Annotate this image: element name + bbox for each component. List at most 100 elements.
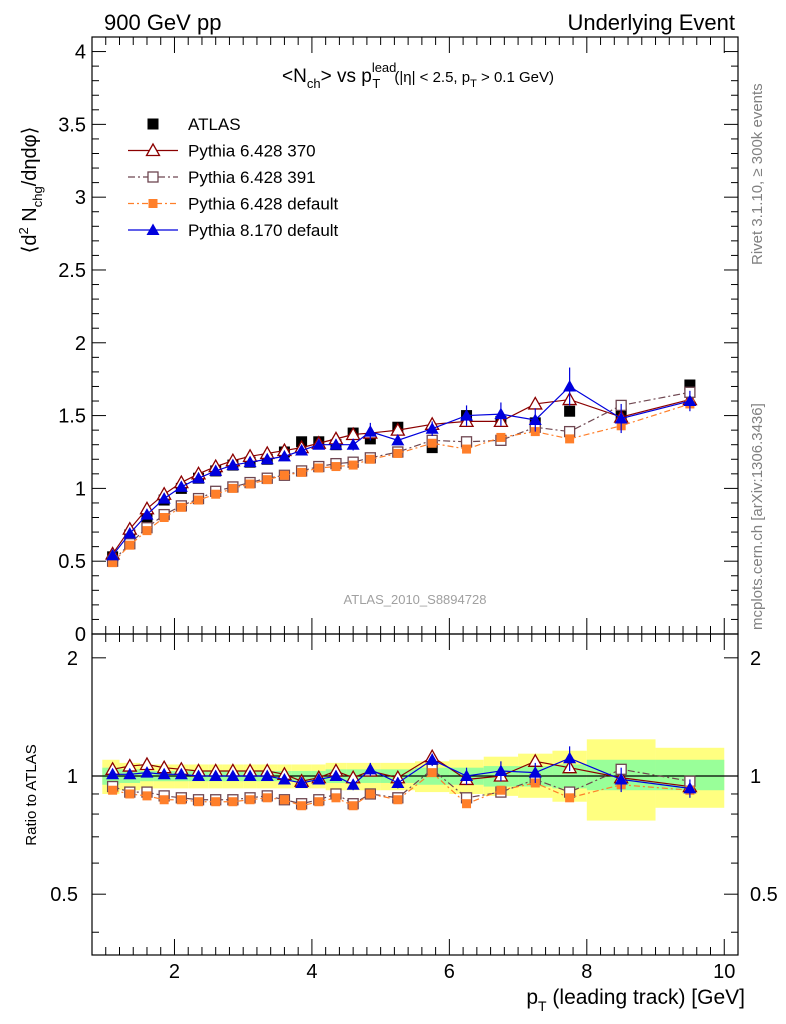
- x-axis-label: pT (leading track) [GeV]: [526, 986, 745, 1014]
- main-y-tick-label: 1.5: [58, 406, 86, 428]
- main-point-atlas: [564, 405, 576, 417]
- ratio-point-pythia-6-428-default: [125, 789, 135, 799]
- main-point-pythia-8-170-default: [425, 422, 439, 434]
- main-point-pythia-8-170-default: [363, 425, 377, 437]
- ratio-point-pythia-8-170-default: [329, 769, 343, 782]
- ratio-point-pythia-8-170-default: [425, 753, 439, 765]
- legend-entry-pythia-6-428-391: Pythia 6.428 391: [188, 168, 316, 187]
- ratio-point-pythia-6-428-default: [108, 785, 118, 795]
- main-point-pythia-6-428-default: [228, 483, 238, 493]
- ratio-point-pythia-8-170-default: [226, 769, 240, 782]
- main-point-pythia-8-170-default: [614, 411, 628, 424]
- x-tick-label: 8: [581, 961, 592, 983]
- legend-entry-pythia-6-428-default: Pythia 6.428 default: [188, 195, 339, 214]
- ratio-y-tick-label-right: 2: [750, 648, 761, 670]
- main-point-pythia-8-170-default: [312, 438, 326, 450]
- main-y-tick-label: 2: [75, 333, 86, 355]
- x-tick-label: 6: [444, 961, 455, 983]
- ratio-point-pythia-8-170-default: [140, 766, 154, 778]
- ratio-point-pythia-6-428-default: [176, 795, 186, 805]
- analysis-tag: ATLAS_2010_S8894728: [344, 592, 487, 607]
- main-panel: <Nch> vs plead T (|η| < 2.5, pT > 0.1 GeV)…: [16, 36, 739, 646]
- main-point-pythia-6-428-default: [348, 460, 358, 470]
- ratio-point-pythia-6-428-default: [462, 799, 472, 809]
- ratio-point-pythia-6-428-default: [262, 793, 272, 803]
- main-point-pythia-6-428-default: [108, 558, 118, 568]
- ratio-point-pythia-8-170-default: [295, 776, 309, 788]
- ratio-data-layer: [105, 746, 698, 811]
- ratio-point-pythia-6-428-default: [142, 791, 152, 801]
- ratio-point-pythia-8-170-default: [312, 772, 326, 785]
- legend-marker-pythia-6-428-391: [147, 171, 159, 183]
- main-point-pythia-6-428-default: [297, 467, 307, 477]
- main-point-pythia-8-170-default: [460, 409, 474, 421]
- main-point-pythia-8-170-default: [243, 455, 257, 468]
- main-point-pythia-8-170-default: [192, 471, 206, 484]
- main-y-axis-label: ⟨d2 Nchg/dηdφ⟩: [16, 127, 45, 254]
- ratio-point-pythia-8-170-default: [494, 764, 508, 776]
- ratio-point-pythia-8-170-default: [123, 767, 137, 780]
- ratio-point-pythia-8-170-default: [363, 762, 377, 775]
- ratio-point-pythia-8-170-default: [106, 767, 120, 780]
- main-y-tick-label: 2.5: [58, 260, 86, 282]
- x-tick-label: 10: [713, 961, 735, 983]
- legend-marker-pythia-6-428-default: [148, 199, 158, 208]
- main-point-pythia-6-428-default: [211, 489, 221, 499]
- main-y-tick-label: 4: [75, 42, 86, 64]
- main-y-tick-label: 0.5: [58, 551, 86, 573]
- ratio-y-tick-label-right: 1: [750, 766, 761, 788]
- main-point-pythia-6-428-default: [462, 444, 472, 454]
- main-point-pythia-8-170-default: [260, 452, 274, 465]
- main-point-pythia-8-170-default: [226, 458, 240, 471]
- legend-marker-pythia-8-170-default: [146, 223, 160, 235]
- main-y-tick-label: 3: [75, 187, 86, 209]
- main-point-pythia-8-170-default: [391, 433, 405, 446]
- header-left: 900 GeV pp: [104, 10, 221, 35]
- legend-entry-atlas: ATLAS: [188, 115, 241, 134]
- ratio-point-pythia-8-170-default: [614, 772, 628, 785]
- ratio-point-pythia-6-428-default: [228, 797, 238, 807]
- legend: ATLAS Pythia 6.428 370 Pythia 6.428 391 Pyt…: [128, 115, 339, 240]
- ratio-point-pythia-6-428-default: [393, 795, 403, 805]
- main-point-pythia-8-170-default: [174, 480, 188, 492]
- ratio-y-tick-label-left: 0.5: [50, 884, 78, 906]
- ratio-point-pythia-8-170-default: [209, 769, 223, 782]
- main-point-pythia-8-170-default: [528, 413, 542, 425]
- ratio-point-pythia-8-170-default: [683, 781, 697, 794]
- main-point-pythia-8-170-default: [277, 449, 291, 462]
- ratio-point-pythia-6-428-default: [211, 797, 221, 807]
- main-point-pythia-8-170-default: [140, 508, 154, 520]
- ratio-point-pythia-6-428-default: [348, 801, 358, 811]
- main-point-pythia-6-428-default: [194, 495, 204, 505]
- main-axis-ticks: 0 0.5 1 1.5 2 2.5 3 3.5 4: [58, 37, 738, 646]
- ratio-point-pythia-8-170-default: [174, 767, 188, 780]
- legend-entry-pythia-6-428-370: Pythia 6.428 370: [188, 142, 316, 161]
- main-point-pythia-6-428-default: [142, 526, 152, 536]
- ratio-point-pythia-6-428-default: [297, 801, 307, 811]
- ratio-point-pythia-8-170-default: [563, 751, 577, 764]
- main-point-pythia-6-428-default: [365, 454, 375, 464]
- main-point-pythia-8-170-default: [106, 548, 120, 561]
- main-point-pythia-8-170-default: [209, 464, 223, 476]
- legend-marker-atlas: [147, 118, 159, 130]
- mcplots-label: mcplots.cern.ch [arXiv:1306.3436]: [749, 403, 766, 630]
- legend-entry-pythia-8-170-default: Pythia 8.170 default: [188, 221, 339, 240]
- main-point-pythia-8-170-default: [329, 438, 343, 450]
- ratio-point-pythia-6-428-default: [194, 797, 204, 807]
- main-point-pythia-6-428-default: [314, 463, 324, 473]
- ratio-frame: [91, 633, 739, 956]
- ratio-point-pythia-8-170-default: [528, 766, 542, 778]
- ratio-point-pythia-6-428-default: [365, 789, 375, 799]
- main-point-pythia-6-428-default: [565, 434, 575, 444]
- ratio-point-pythia-6-428-default: [159, 795, 169, 805]
- main-point-atlas: [684, 379, 696, 391]
- ratio-point-pythia-8-170-default: [346, 778, 360, 790]
- ratio-point-pythia-6-428-default: [331, 793, 341, 803]
- main-point-pythia-8-170-default: [494, 407, 508, 420]
- ratio-point-pythia-6-428-default: [565, 793, 575, 803]
- main-point-pythia-8-170-default: [563, 379, 577, 392]
- ratio-point-pythia-8-170-default: [157, 767, 171, 780]
- main-point-pythia-8-170-default: [123, 527, 137, 539]
- ratio-point-pythia-6-428-default: [279, 795, 289, 805]
